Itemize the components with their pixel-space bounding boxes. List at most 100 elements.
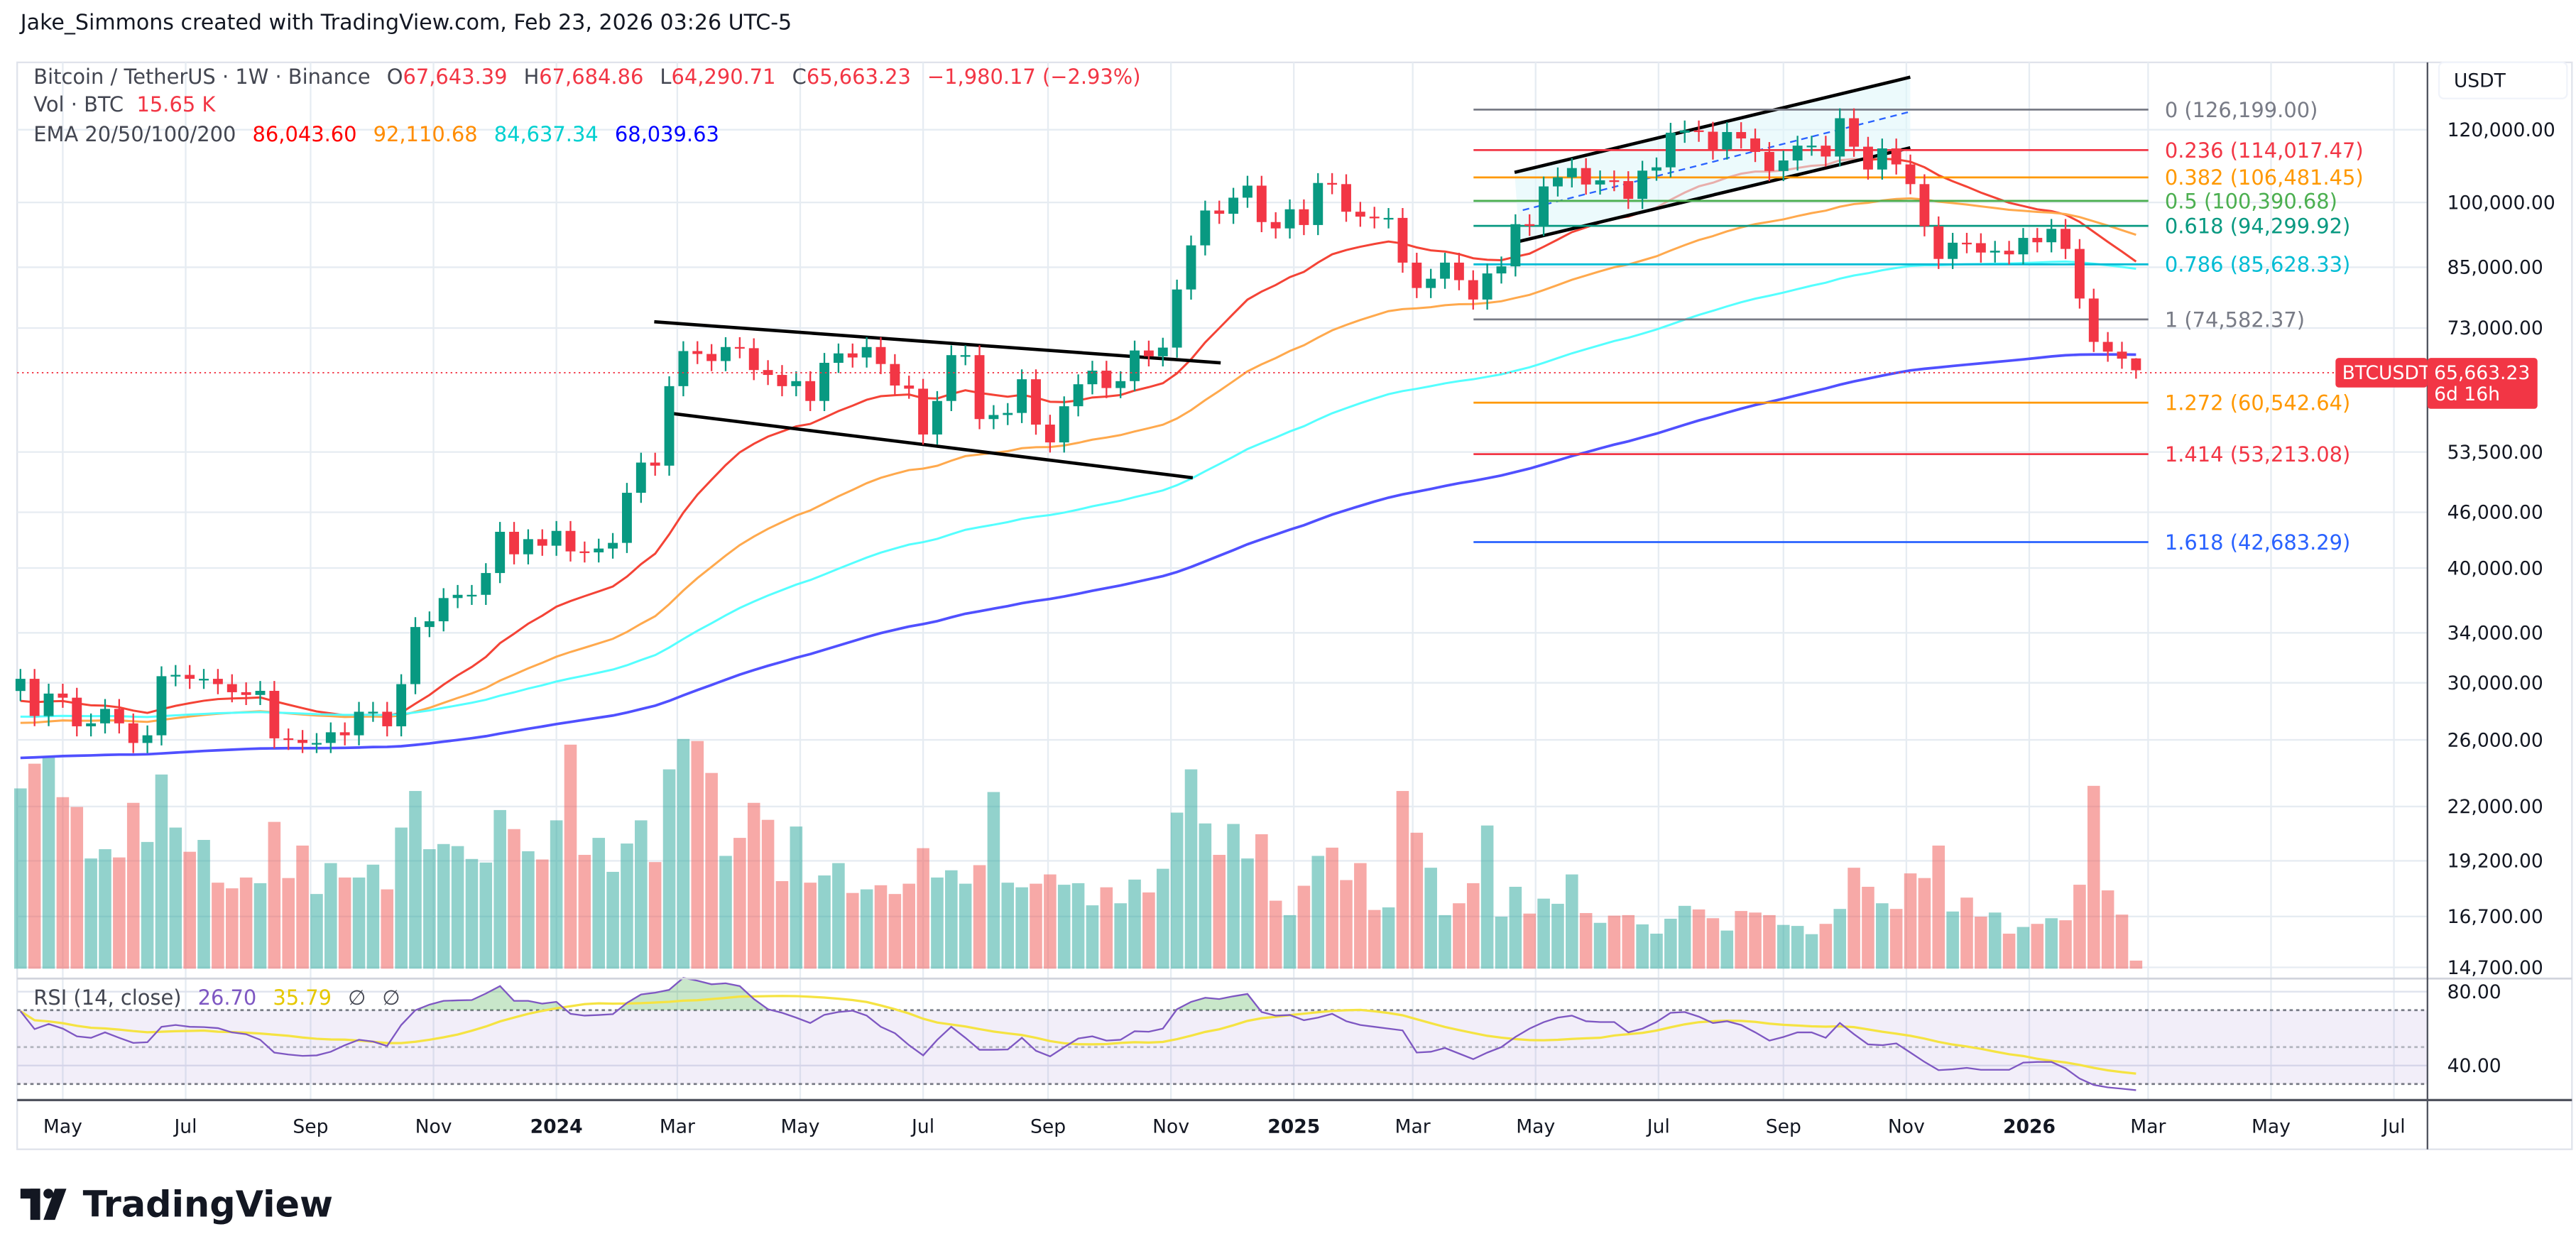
candle-body xyxy=(410,627,420,684)
close-value: 65,663.23 xyxy=(807,65,911,89)
candle xyxy=(2004,241,2014,265)
candle-body xyxy=(1157,347,1168,356)
price-tick-label: 30,000.00 xyxy=(2447,672,2543,694)
channel-midline[interactable] xyxy=(1522,111,1911,212)
candle xyxy=(537,529,547,556)
rsi-tick-label: 80.00 xyxy=(2447,981,2501,1003)
candle-body xyxy=(875,346,886,364)
candle-body xyxy=(312,743,322,745)
candle xyxy=(608,533,618,559)
volume-bar xyxy=(535,859,549,969)
volume-bar xyxy=(2045,918,2058,969)
candle xyxy=(960,345,971,366)
candle xyxy=(58,683,68,708)
volume-bar xyxy=(1904,873,1917,969)
fib-level-label: 0.786 (85,628.33) xyxy=(2165,253,2350,277)
ema-legend[interactable]: EMA 20/50/100/200 86,043.60 92,110.68 84… xyxy=(33,122,719,146)
candle-body xyxy=(1143,350,1154,356)
candle-body xyxy=(1468,280,1478,300)
volume-bar xyxy=(1862,886,1874,969)
time-axis[interactable]: May Jul Sep Nov 2024 Mar May Jul Sep Nov 2025 Mar Ma… xyxy=(43,1116,2406,1138)
candle xyxy=(635,452,646,503)
volume-bar xyxy=(874,885,888,969)
symbol-name: Bitcoin / TetherUS · 1W · Binance xyxy=(33,65,370,89)
volume-bar xyxy=(747,802,760,969)
candle xyxy=(298,730,308,753)
candle-body xyxy=(2117,351,2127,359)
ema100-value: 84,637.34 xyxy=(494,122,599,146)
candle xyxy=(1778,151,1789,182)
volume-bar xyxy=(1975,917,1987,969)
volume-legend[interactable]: Vol · BTC 15.65 K xyxy=(33,92,216,116)
fibonacci-retracement[interactable]: 0 (126,199.00) 0.236 (114,017.47)0.382 (1… xyxy=(1473,98,2364,555)
candle xyxy=(650,452,660,476)
candle-body xyxy=(932,400,942,435)
candle-body xyxy=(1609,180,1620,182)
candle xyxy=(1115,371,1126,398)
candle-body xyxy=(1299,209,1309,225)
candle xyxy=(1595,170,1605,195)
volume-bar xyxy=(1311,856,1325,969)
volume-bar xyxy=(832,863,845,969)
volume-bar xyxy=(1650,933,1663,969)
candle-body xyxy=(1031,379,1041,425)
candle-body xyxy=(1835,118,1845,157)
price-tick-label: 120,000.00 xyxy=(2447,119,2555,141)
candle xyxy=(833,343,844,373)
volume-bar xyxy=(635,820,648,969)
candle xyxy=(1256,175,1267,232)
candle-body xyxy=(890,364,900,386)
time-tick-label: Jul xyxy=(2381,1116,2406,1138)
volume-bar xyxy=(1326,847,1338,969)
candle-body xyxy=(1849,118,1860,147)
candle-body xyxy=(1722,131,1732,150)
candle-body xyxy=(1708,131,1718,150)
volume-bar xyxy=(14,788,27,969)
candle-body xyxy=(1383,217,1394,220)
candle-body xyxy=(664,386,675,466)
candle-body xyxy=(2046,229,2057,243)
candle xyxy=(2131,358,2141,379)
flag-upper-trendline[interactable] xyxy=(654,320,1221,365)
volume-bar xyxy=(479,862,493,969)
candle xyxy=(325,722,336,753)
candle-body xyxy=(466,594,477,597)
symbol-legend[interactable]: Bitcoin / TetherUS · 1W · Binance O67,64… xyxy=(33,65,1140,89)
candle-body xyxy=(269,691,280,738)
change-value: −1,980.17 (−2.93%) xyxy=(927,65,1141,89)
time-tick-label: May xyxy=(43,1116,82,1138)
fib-level-label: 0.382 (106,481.45) xyxy=(2165,165,2364,190)
volume-bar xyxy=(973,865,986,969)
candle xyxy=(678,341,689,397)
volume-bar xyxy=(917,848,929,969)
candle-body xyxy=(2018,238,2029,255)
candle xyxy=(15,669,26,701)
price-axis[interactable]: 120,000.00 100,000.00 85,000.00 73,000.00 53… xyxy=(2447,119,2555,1077)
candle xyxy=(1143,340,1154,367)
candle xyxy=(1693,120,1704,142)
candle xyxy=(1313,173,1324,236)
time-tick-label: Sep xyxy=(293,1116,328,1138)
candle xyxy=(1101,361,1112,398)
volume-bar xyxy=(1142,892,1155,969)
candle-body xyxy=(1256,185,1267,222)
volume-bar xyxy=(1537,898,1550,969)
candle xyxy=(382,701,393,737)
currency-button[interactable] xyxy=(2438,61,2568,99)
volume-bar xyxy=(1763,914,1776,969)
candle-body xyxy=(2004,251,2014,255)
candle xyxy=(156,666,167,746)
candle-body xyxy=(1623,181,1634,200)
volume-bar xyxy=(790,826,803,969)
candle xyxy=(918,378,929,445)
candle xyxy=(1426,268,1436,298)
tradingview-logo[interactable]: TradingView xyxy=(20,1184,333,1225)
logo-text: TradingView xyxy=(83,1184,333,1225)
flag-lower-trendline[interactable] xyxy=(673,412,1194,480)
rsi-legend[interactable]: RSI (14, close) 26.70 35.79 ∅ ∅ xyxy=(33,985,400,1010)
volume-bar xyxy=(2031,924,2044,969)
volume-bar xyxy=(578,855,591,969)
volume-bar xyxy=(564,744,577,969)
volume-bar xyxy=(846,892,859,969)
